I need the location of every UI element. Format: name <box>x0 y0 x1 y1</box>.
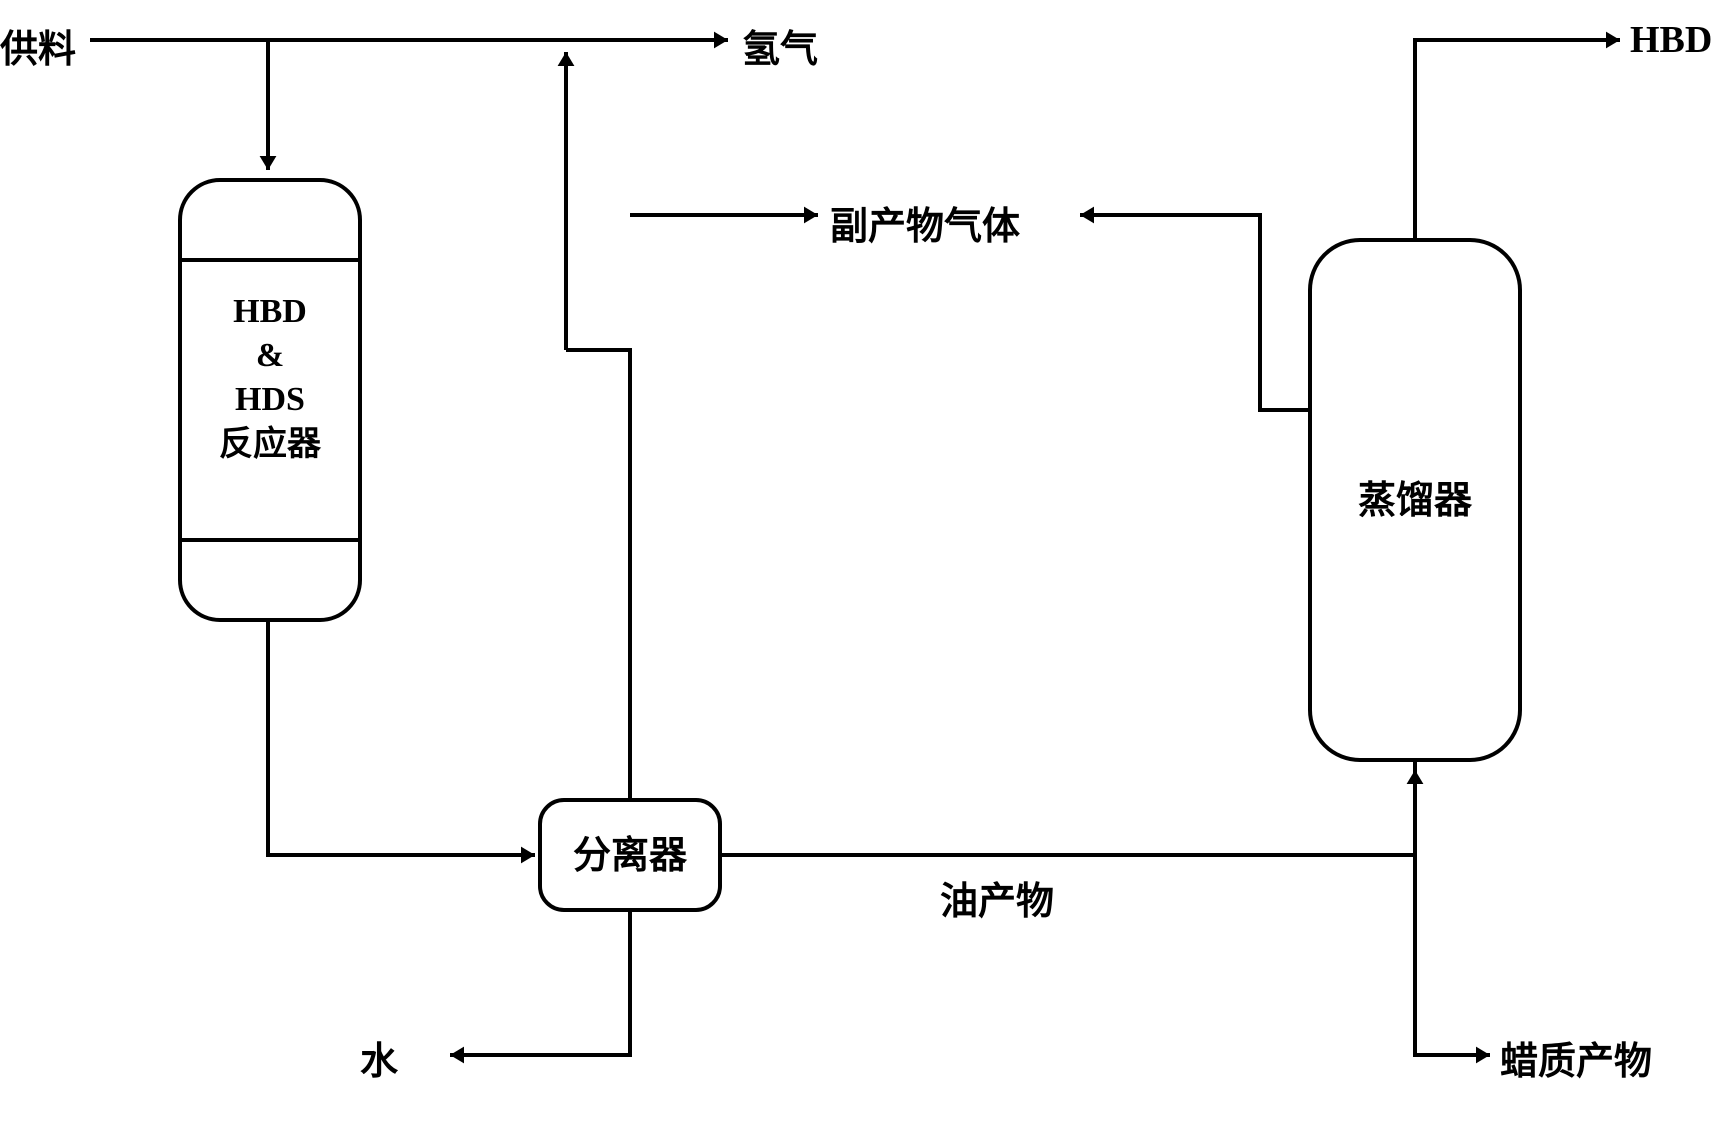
separator-oil-right <box>720 760 1415 855</box>
byproduct-gas-label: 副产物气体 <box>830 195 1020 250</box>
hydrogen-label: 氢气 <box>742 18 818 73</box>
hbd-out-label: HBD <box>1630 18 1712 62</box>
feed-label: 供料 <box>0 18 76 73</box>
distiller-gas-left-arrow <box>1080 207 1094 224</box>
separator-gas-branch-right-arrow <box>804 207 818 224</box>
distiller-gas-left <box>1080 215 1310 410</box>
oil-product-label: 油产物 <box>940 870 1054 925</box>
separator-label: 分离器 <box>540 832 720 881</box>
wax-product-label: 蜡质产物 <box>1500 1030 1652 1085</box>
separator-oil-right-arrow <box>1407 770 1424 784</box>
feed-line-arrow <box>714 32 728 49</box>
diagram-svg <box>0 0 1734 1134</box>
h2-recycle-up-arrow <box>558 52 575 66</box>
water-label: 水 <box>360 1030 398 1085</box>
separator-water-down-arrow <box>450 1047 464 1064</box>
distiller-hbd-out-arrow <box>1606 32 1620 49</box>
separator-water-down <box>450 910 630 1055</box>
reactor-to-separator <box>268 620 535 855</box>
separator-gas-up <box>566 350 630 800</box>
reactor-label: HBD & HDS 反应器 <box>180 290 360 467</box>
distiller-label: 蒸馏器 <box>1310 477 1520 526</box>
feed-to-reactor-arrow <box>260 156 277 170</box>
distiller-wax-down-arrow <box>1476 1047 1490 1064</box>
reactor-to-separator-arrow <box>521 847 535 864</box>
distiller-hbd-out <box>1415 40 1620 240</box>
distiller-wax-down <box>1415 760 1490 1055</box>
